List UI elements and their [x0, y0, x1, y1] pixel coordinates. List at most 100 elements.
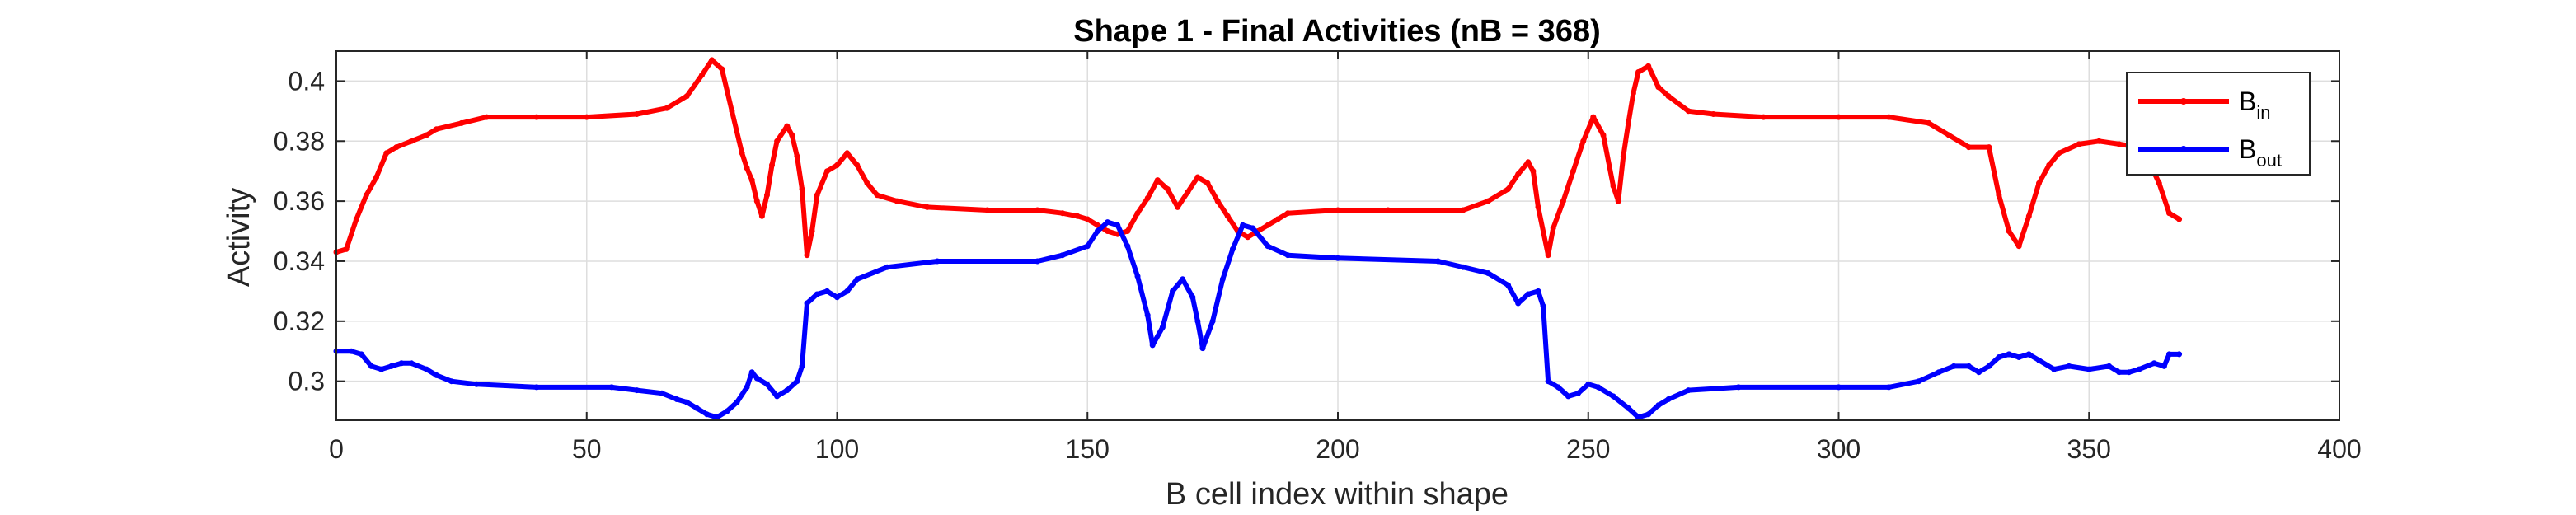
data-point — [2056, 150, 2062, 157]
data-point — [753, 375, 760, 382]
data-point — [2095, 138, 2102, 144]
data-point — [1134, 273, 1141, 279]
series-b-in — [333, 57, 2183, 259]
data-point — [1926, 119, 1932, 126]
data-point — [1084, 243, 1091, 250]
data-point — [1735, 384, 1742, 391]
data-point — [1885, 114, 1892, 120]
data-point — [1209, 318, 1216, 325]
x-tick-label: 350 — [2067, 434, 2111, 464]
series-b-out — [333, 219, 2183, 420]
data-point — [1094, 228, 1100, 234]
data-point — [2006, 228, 2012, 234]
data-point — [1916, 378, 1922, 385]
data-point — [353, 216, 359, 222]
data-point — [1059, 210, 1066, 217]
data-point — [864, 180, 870, 186]
data-point — [1284, 252, 1291, 259]
data-point — [2116, 369, 2123, 376]
data-point — [1105, 228, 1111, 234]
data-point — [764, 381, 770, 387]
data-point — [984, 207, 991, 213]
data-point — [1189, 294, 1196, 301]
data-point — [804, 252, 810, 259]
data-point — [1159, 324, 1166, 330]
data-point — [1250, 225, 1256, 232]
data-point — [774, 393, 781, 400]
data-point — [1625, 119, 1631, 126]
data-point — [1084, 216, 1091, 222]
data-point — [2161, 363, 2167, 369]
data-point — [634, 111, 640, 117]
legend-entry-main: B — [2239, 134, 2256, 164]
data-point — [1265, 243, 1271, 250]
data-point — [1590, 114, 1597, 120]
y-tick-label: 0.32 — [274, 307, 325, 336]
data-point — [434, 372, 439, 378]
data-point — [1655, 84, 1662, 91]
data-point — [2025, 351, 2032, 358]
data-point — [874, 192, 880, 199]
data-point — [1185, 189, 1191, 195]
data-point — [1540, 303, 1546, 310]
data-point — [894, 198, 900, 204]
x-tick-label: 400 — [2317, 434, 2361, 464]
data-point — [1645, 63, 1652, 69]
data-point — [2136, 366, 2142, 372]
data-point — [1620, 153, 1626, 159]
data-point — [1530, 168, 1537, 175]
data-point — [1610, 183, 1616, 190]
data-point — [823, 168, 830, 175]
data-point — [1630, 90, 1636, 96]
data-point — [584, 114, 590, 120]
data-point — [1610, 393, 1616, 400]
data-point — [799, 186, 805, 192]
legend-marker — [2180, 146, 2187, 152]
data-point — [774, 138, 781, 144]
data-point — [683, 399, 690, 405]
data-point — [1214, 198, 1221, 204]
data-point — [383, 150, 390, 157]
data-point — [1565, 393, 1571, 400]
data-point — [814, 291, 820, 297]
data-point — [423, 132, 429, 138]
data-point — [1170, 288, 1175, 294]
data-point — [934, 258, 941, 265]
data-point — [2036, 180, 2042, 186]
data-point — [423, 366, 429, 372]
data-point — [1265, 222, 1271, 228]
x-tick-label: 300 — [1817, 434, 1860, 464]
data-point — [2156, 180, 2162, 186]
data-point — [1615, 198, 1621, 204]
data-point — [1134, 210, 1141, 217]
data-point — [1224, 213, 1231, 219]
data-point — [1149, 342, 1156, 349]
data-point — [844, 288, 851, 294]
data-point — [533, 384, 540, 391]
data-point — [1665, 93, 1672, 100]
data-point — [1194, 174, 1201, 180]
data-point — [1996, 192, 2002, 199]
data-point — [753, 198, 760, 204]
y-tick-label: 0.38 — [274, 126, 325, 156]
legend-entry: Bout — [2239, 134, 2282, 171]
legend-entry-sub: out — [2256, 150, 2282, 171]
data-point — [2166, 351, 2172, 358]
data-point — [1570, 168, 1576, 175]
data-point — [844, 150, 851, 157]
data-point — [373, 174, 380, 180]
data-point — [1460, 264, 1466, 270]
data-point — [1655, 402, 1662, 409]
x-tick-label: 200 — [1316, 434, 1359, 464]
y-tick-label: 0.4 — [289, 66, 325, 96]
data-point — [473, 381, 480, 387]
data-point — [1114, 222, 1121, 228]
data-point — [2126, 369, 2133, 376]
data-point — [393, 144, 400, 151]
y-axis-label: Activity — [222, 188, 256, 287]
data-point — [794, 153, 800, 159]
data-point — [1595, 384, 1602, 391]
data-point — [1885, 384, 1892, 391]
